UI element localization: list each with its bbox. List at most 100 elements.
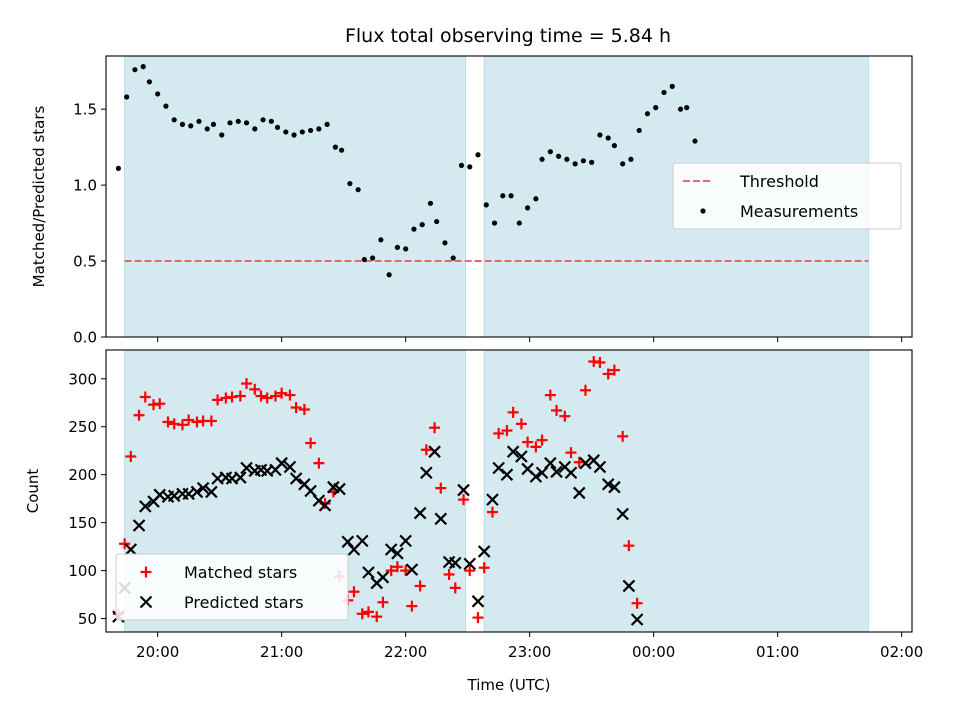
matched-star-point — [205, 415, 217, 427]
measurement-point — [628, 156, 634, 162]
matched-star-point — [290, 402, 302, 414]
matched-star-point — [449, 582, 461, 594]
predicted-star-point — [434, 512, 448, 526]
measurement-point — [500, 193, 506, 199]
matched-star-point — [362, 606, 374, 618]
y-tick-label: 0.0 — [73, 329, 97, 347]
measurement-point — [653, 105, 659, 111]
top-legend-box — [672, 162, 902, 230]
top-legend: Threshold Measurements — [672, 162, 902, 230]
predicted-star-point — [550, 465, 563, 479]
matched-star-point — [420, 444, 432, 456]
measurement-point — [442, 240, 448, 246]
predicted-star-point — [391, 547, 404, 560]
measurement-point — [140, 64, 146, 70]
measurement-point — [434, 218, 440, 225]
predicted-star-point — [457, 483, 470, 497]
predicted-star-point — [428, 445, 441, 458]
predicted-star-point — [384, 543, 398, 556]
legend-predicted-label: Predicted stars — [184, 593, 304, 612]
matched-star-point — [371, 611, 383, 623]
matched-star-point — [139, 391, 151, 403]
measurement-point — [677, 106, 684, 112]
measurement-point — [274, 124, 281, 130]
measurement-point — [291, 132, 297, 138]
predicted-star-point — [132, 519, 146, 532]
top-y-axis-label: Matched/Predicted stars — [30, 106, 48, 288]
bottom-y-ticks: 50 100 150 200 250 300 — [68, 370, 106, 628]
matched-star-point — [472, 612, 484, 624]
measurement-point — [636, 127, 642, 134]
measurement-point — [219, 132, 225, 138]
predicted-star-point — [544, 456, 557, 470]
predicted-star-point — [471, 595, 485, 608]
bottom-panel: 50 100 150 200 250 300 20:00 21:00 22:00 23:00 00… — [24, 349, 923, 694]
measurement-point — [669, 83, 675, 89]
matched-star-point — [284, 389, 296, 401]
measurement-point — [491, 220, 498, 226]
matched-star-point — [522, 436, 534, 448]
bottom-legend-box — [115, 553, 349, 621]
predicted-star-point — [622, 579, 636, 593]
predicted-star-point — [616, 507, 629, 521]
predicted-star-point — [190, 485, 204, 499]
measurement-point — [475, 152, 481, 158]
predicted-star-point — [463, 557, 477, 571]
measurement-point — [403, 246, 409, 252]
y-tick-label: 0.5 — [73, 253, 97, 271]
matched-star-point — [608, 364, 620, 376]
matched-star-point — [501, 425, 513, 437]
measurement-point — [355, 187, 361, 193]
predicted-star-point — [564, 466, 578, 480]
matched-star-point — [391, 561, 403, 573]
measurement-point — [283, 129, 289, 135]
measurement-point — [339, 147, 345, 153]
measurement-point — [188, 123, 194, 129]
predicted-star-point — [234, 471, 247, 484]
measurement-point — [394, 244, 400, 250]
measurement-point — [210, 121, 217, 127]
measurement-point — [260, 117, 266, 123]
legend-x-marker — [139, 595, 153, 609]
chart-title: Flux total observing time = 5.84 h — [345, 25, 671, 47]
bottom-legend: Matched stars Predicted stars — [115, 553, 349, 621]
predicted-star-point — [399, 534, 412, 548]
x-tick-label: 00:00 — [632, 643, 675, 661]
predicted-star-point — [333, 482, 346, 496]
measurement-point — [332, 144, 338, 150]
matched-star-point — [176, 419, 188, 431]
predicted-star-point — [138, 500, 152, 513]
matched-star-point — [313, 457, 325, 469]
predicted-star-point — [477, 545, 491, 558]
legend-threshold-label: Threshold — [739, 172, 819, 191]
measurement-point — [597, 132, 603, 138]
matched-star-point — [154, 398, 166, 410]
predicted-star-point — [515, 450, 528, 463]
matched-star-point — [486, 506, 498, 518]
matched-star-point — [133, 409, 145, 421]
legend-predicted-swatch — [139, 595, 153, 609]
predicted-star-point — [420, 466, 433, 480]
measurement-point — [196, 118, 202, 124]
measurement-point — [347, 180, 353, 187]
legend-matched-swatch — [140, 566, 152, 578]
matched-star-point — [348, 586, 360, 598]
matched-star-point — [255, 390, 267, 402]
matched-star-point — [573, 456, 585, 468]
measurement-point — [252, 126, 258, 132]
measurement-point — [163, 103, 169, 109]
measurement-point — [171, 117, 177, 123]
matched-star-point — [631, 597, 643, 609]
measurement-point — [308, 127, 314, 134]
measurement-point — [580, 158, 587, 164]
matched-star-point — [623, 540, 635, 552]
measurement-point — [316, 126, 322, 132]
matched-star-point — [536, 434, 548, 446]
matched-star-point — [544, 389, 556, 401]
x-tick-label: 22:00 — [384, 643, 427, 661]
predicted-star-point — [355, 534, 369, 548]
shaded-interval — [124, 55, 467, 338]
matched-star-point — [458, 494, 470, 506]
predicted-star-point — [289, 472, 303, 485]
